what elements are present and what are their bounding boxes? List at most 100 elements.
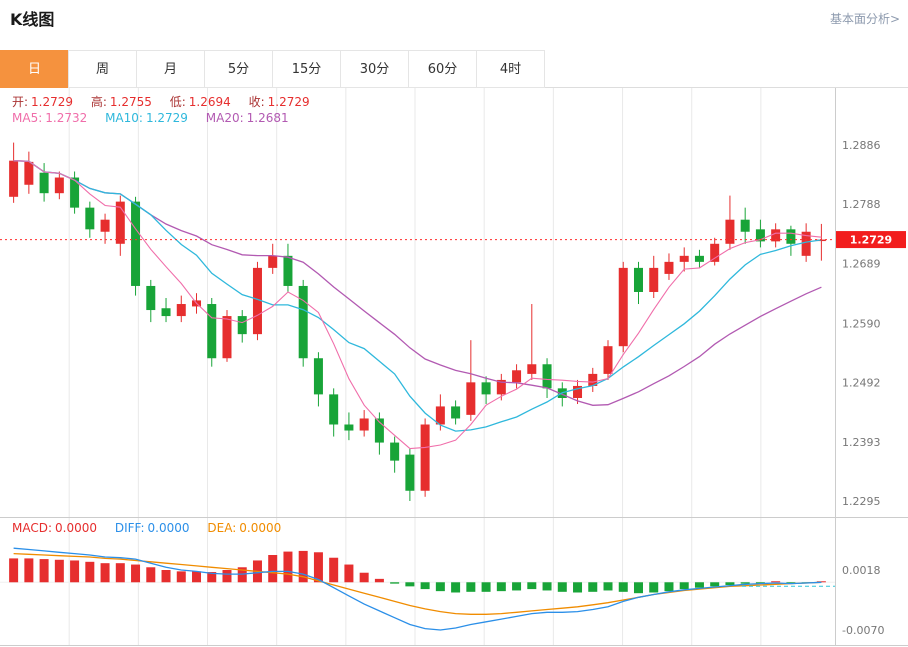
dea-value: 0.0000 (239, 521, 282, 535)
candle-body (588, 373, 598, 386)
page-title: K线图 (10, 10, 55, 29)
ma5-line (13, 160, 822, 450)
tab-4时[interactable]: 4时 (476, 50, 545, 88)
macd-hist-bar (268, 555, 278, 583)
macd-hist-bar (664, 582, 674, 592)
candle-body (359, 418, 369, 431)
candle-body (313, 358, 323, 395)
candle-body (801, 231, 811, 256)
candle-body (298, 285, 308, 359)
candle-body (710, 243, 720, 262)
macd-hist-bar (527, 582, 537, 590)
candle-body (268, 255, 278, 268)
macd-hist-bar (496, 582, 506, 592)
y-axis-label: 1.2393 (842, 436, 881, 449)
candle-body (100, 219, 110, 232)
macd-hist-bar (100, 563, 110, 583)
macd-hist-bar (618, 582, 628, 592)
candle-body (512, 370, 522, 383)
macd-hist-bar (161, 570, 171, 583)
macd-hist-bar (481, 582, 491, 592)
candle-body (70, 177, 80, 208)
macd-axis-label: -0.0070 (842, 624, 884, 637)
candle-body (283, 255, 293, 286)
candle-body (39, 172, 49, 194)
candle-body (451, 406, 461, 419)
candle-body (466, 382, 476, 415)
macd-hist-bar (588, 582, 598, 592)
macd-value: 0.0000 (55, 521, 98, 535)
tab-月[interactable]: 月 (136, 50, 205, 88)
low-value: 1.2694 (188, 95, 231, 109)
macd-hist-bar (222, 570, 232, 583)
macd-hist-bar (24, 558, 34, 583)
tab-60分[interactable]: 60分 (408, 50, 477, 88)
macd-legend: MACD: 0.0000 DIFF: 0.0000 DEA: 0.0000 (12, 521, 295, 535)
ohlc-legend: 开: 1.2729 高: 1.2755 低: 1.2694 收: 1.2729 (12, 93, 324, 110)
timeframe-tabs: 日周月 5分 15分 30分 60分 4时 (0, 50, 908, 88)
candle-body (755, 229, 765, 242)
macd-hist-bar (435, 582, 445, 592)
candle-body (237, 316, 247, 335)
y-axis-label: 1.2590 (842, 317, 881, 330)
y-axis-label: 1.2492 (842, 376, 881, 389)
candle-body (207, 304, 217, 359)
macd-label: MACD: (12, 521, 53, 535)
candle-body (649, 267, 659, 292)
candle-body (633, 267, 643, 292)
macd-hist-bar (313, 552, 323, 583)
candle-body (176, 304, 186, 317)
macd-hist-bar (298, 550, 308, 583)
candle-body (405, 454, 415, 491)
macd-hist-bar (283, 551, 293, 583)
macd-hist-bar (816, 581, 826, 583)
fundamental-analysis-link[interactable]: 基本面分析> (829, 12, 900, 26)
tab-5分[interactable]: 5分 (204, 50, 273, 88)
macd-hist-bar (771, 581, 781, 583)
panel-divider (0, 517, 908, 518)
candle-body (161, 308, 171, 317)
low-label: 低: (169, 95, 186, 109)
candle-body (85, 207, 95, 230)
open-label: 开: (12, 95, 29, 109)
macd-chart: 0.0018 -0.0070 (0, 517, 884, 645)
candle-body (771, 229, 781, 242)
candle-body (542, 364, 552, 389)
candle-body (740, 219, 750, 232)
y-axis-label: 1.2689 (842, 258, 881, 271)
candle-body (603, 346, 613, 374)
y-axis-label: 1.2788 (842, 198, 881, 211)
macd-hist-bar (115, 563, 125, 583)
candlestick-chart: 1.2886 1.2788 1.2689 1.2590 1.2492 1.2393 1.22… (0, 88, 906, 517)
y-axis-label: 1.2295 (842, 495, 881, 508)
tab-周[interactable]: 周 (68, 50, 137, 88)
macd-hist-bar (9, 558, 19, 583)
candle-body (252, 267, 262, 335)
ma20-value: 1.2681 (246, 111, 289, 125)
ma20-label: MA20: (205, 111, 244, 125)
axis-divider (835, 88, 836, 645)
candle-body (618, 267, 628, 347)
tab-15分[interactable]: 15分 (272, 50, 341, 88)
current-price-value: 1.2729 (850, 234, 892, 247)
dea-line (13, 552, 822, 615)
ma-legend: MA5: 1.2732 MA10: 1.2729 MA20: 1.2681 (12, 111, 303, 125)
macd-hist-bar (131, 564, 141, 583)
macd-hist-bar (146, 567, 156, 583)
macd-hist-bar (420, 582, 430, 590)
chart-bottom-border (0, 645, 908, 646)
candle-body (664, 261, 674, 274)
macd-hist-bar (237, 567, 247, 583)
tab-日[interactable]: 日 (0, 50, 69, 88)
candle-body (344, 424, 354, 431)
candle-body (222, 316, 232, 359)
tab-30分[interactable]: 30分 (340, 50, 409, 88)
open-value: 1.2729 (31, 95, 74, 109)
macd-hist-bar (207, 572, 217, 583)
ma10-value: 1.2729 (145, 111, 188, 125)
macd-hist-bar (710, 582, 720, 587)
candle-body (146, 285, 156, 311)
candle-body (115, 201, 125, 244)
macd-axis-label: 0.0018 (842, 564, 881, 577)
candle-body (9, 160, 19, 197)
